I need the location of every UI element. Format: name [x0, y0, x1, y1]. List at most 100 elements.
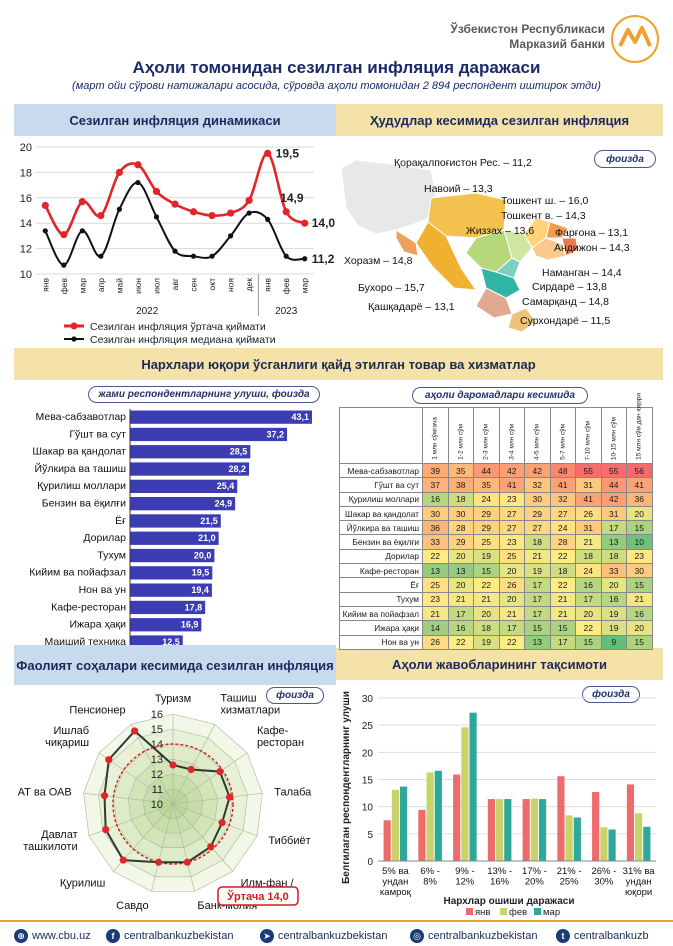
- heat-column-header: 1 млн сўмгача: [422, 407, 449, 464]
- heat-cell: 19: [524, 563, 551, 579]
- bar-value-label: 21,5: [200, 516, 218, 526]
- bar-category-label: Ёғ: [115, 515, 126, 527]
- heat-cell: 21: [498, 605, 525, 622]
- median-last-label: 11,2: [312, 252, 335, 266]
- heat-cell: 15: [575, 634, 602, 650]
- footer-twitter[interactable]: t centralbankuzb: [556, 929, 649, 943]
- y-tick-label: 25: [362, 721, 374, 732]
- y-tick-label: 15: [362, 776, 374, 787]
- heat-cell: 36: [422, 520, 449, 536]
- bar: [399, 786, 408, 861]
- globe-icon: ⊕: [14, 929, 28, 943]
- bar-value-label: 17,8: [185, 602, 203, 612]
- radar-point: [100, 792, 109, 800]
- income-heat-table: 1 млн сўмгача 1-2 млн сўм 2-3 млн сўм 3-4 м…: [339, 393, 653, 650]
- heat-cell: 20: [575, 605, 602, 622]
- radar-category-label-line: хизматлари: [220, 705, 280, 717]
- bar-category-label: Нон ва ун: [79, 584, 127, 596]
- median-point: [228, 233, 234, 239]
- radar-average-label: Ўртача 14,0: [226, 890, 289, 903]
- radar-point: [187, 765, 195, 774]
- radar-point: [218, 819, 226, 827]
- bar-value-label: 28,2: [229, 464, 247, 474]
- median-point: [116, 206, 122, 212]
- dynamics-section-title: Сезилган инфляция динамикаси: [14, 104, 336, 136]
- mean-point: [78, 198, 86, 206]
- region-shape: [475, 287, 513, 319]
- region-shape: [507, 307, 537, 333]
- heat-cell: 48: [549, 462, 576, 479]
- region-label: Сирдарё – 13,8: [532, 281, 607, 293]
- heat-cell: 17: [524, 605, 551, 622]
- heat-cell: 20: [600, 577, 627, 593]
- bar: [626, 784, 635, 861]
- region-label: Сурхондарё – 11,5: [520, 315, 610, 327]
- x-axis-label: Нархлар ошиши даражаси: [443, 896, 574, 907]
- heat-cell: 35: [447, 462, 474, 479]
- legend-label: мар: [543, 907, 560, 918]
- heat-cell: 18: [473, 620, 500, 636]
- region-shape: [503, 229, 533, 263]
- heat-cell: 55: [600, 462, 627, 479]
- heat-cell: 10: [626, 534, 653, 550]
- median-point: [135, 179, 141, 186]
- x-tick-label: 13% -16%: [487, 866, 512, 888]
- bar: [418, 809, 426, 861]
- heat-row: Қурилиш моллари 16 18 24 23 30 32 41 42 36: [339, 491, 653, 507]
- heat-cell: 30: [447, 505, 474, 522]
- bar: [565, 815, 573, 861]
- radar-category-label: АТ ва ОАВ: [18, 787, 72, 799]
- bar: [130, 514, 221, 528]
- heat-cell: 22: [447, 634, 474, 650]
- bar: [453, 774, 461, 861]
- bar: [600, 827, 608, 861]
- heat-cell: 17: [549, 634, 576, 650]
- bar-category-label: Йўлкира ва ташиш: [35, 462, 126, 475]
- goods-bar-chart: Мева-сабзавотлар 43,1 Гўшт ва сут 37,2 Шакар…: [29, 409, 312, 645]
- footer-site[interactable]: ⊕ www.cbu.uz: [14, 929, 91, 943]
- page-subtitle: (март ойи сўрови натижалари асосида, сўр…: [72, 80, 601, 92]
- y-tick-label: 16: [20, 193, 32, 205]
- heat-cell: 41: [575, 491, 602, 507]
- radar-point: [131, 727, 139, 735]
- footer-instagram[interactable]: ◎ centralbankuzbekistan: [410, 929, 537, 943]
- footer-facebook[interactable]: f centralbankuzbekistan: [106, 929, 233, 943]
- heat-cell: 31: [575, 520, 602, 536]
- region-label: Бухоро – 15,7: [358, 282, 425, 294]
- radar-tick-label: 10: [151, 799, 163, 811]
- radar-average-box: [217, 886, 299, 906]
- bar: [130, 548, 215, 563]
- bar-value-label: 37,2: [267, 429, 285, 439]
- heat-cell: 20: [473, 605, 500, 622]
- heat-cell: 9: [600, 634, 627, 650]
- mean-point: [152, 187, 161, 196]
- heat-cell: 18: [447, 491, 474, 507]
- radar-category-label: Давлат ташкилоти: [23, 829, 77, 853]
- bar: [643, 826, 651, 861]
- y-tick-label: 30: [362, 694, 374, 705]
- heat-cell: 31: [600, 505, 627, 522]
- heat-row: Кийим ва пойафзал 21 17 20 21 17 21 20 19 16: [339, 605, 653, 622]
- region-shape: [561, 237, 579, 257]
- radar-point: [183, 858, 191, 866]
- x-tick-label-line: 5% ва: [382, 866, 409, 877]
- radar-category-label: Ишлаб чиқариш: [45, 725, 89, 749]
- radar-point: [155, 858, 163, 866]
- footer-telegram[interactable]: ➤ centralbankuzbekistan: [260, 929, 387, 943]
- bar: [383, 820, 391, 861]
- x-tick-label: фев: [59, 278, 69, 295]
- radar-spoke: [172, 752, 248, 805]
- heat-cell: 19: [600, 605, 627, 622]
- radar-category-label: Қурилиш: [60, 877, 106, 889]
- heat-cell: 17: [575, 591, 602, 607]
- mean-point: [245, 196, 253, 204]
- heat-cell: 15: [549, 620, 576, 636]
- heat-cell: 41: [549, 477, 576, 493]
- mean-point: [97, 211, 105, 220]
- radar-point: [169, 761, 177, 769]
- heat-cell: 31: [575, 477, 602, 493]
- heat-corner-cell: [339, 407, 423, 464]
- heat-cell: 23: [498, 534, 525, 550]
